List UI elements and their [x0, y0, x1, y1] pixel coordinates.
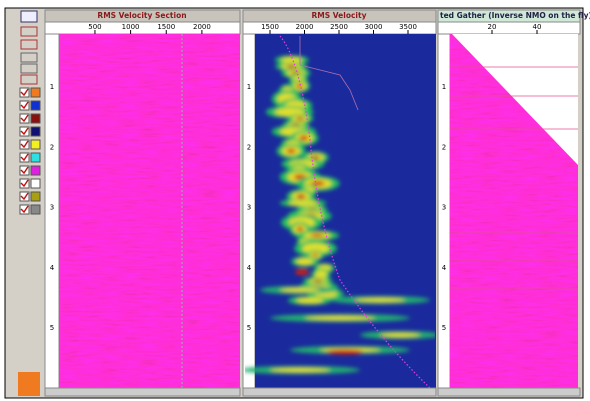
y-tick-label: 3 — [247, 204, 251, 212]
scrollbar[interactable] — [438, 388, 580, 396]
y-tick-label: 5 — [442, 324, 446, 332]
color-swatch[interactable] — [31, 114, 40, 123]
tool-button[interactable] — [21, 53, 37, 62]
streak — [305, 316, 375, 320]
blob — [289, 200, 318, 205]
x-tick-label: 1500 — [261, 23, 279, 31]
color-block[interactable] — [18, 372, 40, 396]
color-swatch[interactable] — [31, 192, 40, 201]
y-tick-label: 5 — [247, 324, 251, 332]
blob — [310, 234, 324, 237]
y-tick-label: 1 — [50, 83, 54, 91]
blob — [297, 194, 306, 199]
color-swatch[interactable] — [31, 127, 40, 136]
x-tick-label: 1500 — [157, 23, 175, 31]
tool-button[interactable] — [21, 11, 37, 22]
blob — [296, 117, 304, 120]
scrollbar[interactable] — [45, 388, 240, 396]
panel-title: RMS Velocity — [312, 11, 367, 20]
blob — [312, 253, 318, 256]
y-tick-label: 3 — [50, 204, 54, 212]
seismic-section — [59, 34, 240, 388]
y-tick-label: 4 — [50, 264, 55, 272]
x-tick-label: 2000 — [296, 23, 314, 31]
color-swatch[interactable] — [31, 153, 40, 162]
tool-button[interactable] — [21, 40, 37, 49]
blob — [295, 269, 309, 275]
scrollbar[interactable] — [243, 388, 436, 396]
panel-title: RMS Velocity Section — [97, 11, 186, 20]
color-swatch[interactable] — [31, 101, 40, 110]
panel-title: ted Gather (Inverse NMO on the fly) # — [440, 11, 590, 20]
color-swatch[interactable] — [31, 88, 40, 97]
y-tick-label: 1 — [442, 83, 446, 91]
y-tick-label: 2 — [50, 143, 54, 151]
color-swatch[interactable] — [31, 205, 40, 214]
blob — [327, 350, 363, 355]
color-swatch[interactable] — [31, 140, 40, 149]
x-tick-label: 40 — [533, 23, 542, 31]
blob — [287, 149, 296, 154]
blob — [296, 258, 313, 264]
x-tick-label: 500 — [88, 23, 101, 31]
color-swatch[interactable] — [31, 179, 40, 188]
blob — [311, 181, 325, 186]
streak — [380, 333, 420, 337]
x-ruler — [438, 22, 580, 34]
y-tick-label: 2 — [247, 143, 251, 151]
x-tick-label: 2500 — [330, 23, 348, 31]
blob — [297, 227, 304, 232]
x-tick-label: 3000 — [365, 23, 383, 31]
streak — [270, 368, 330, 372]
x-tick-label: 20 — [488, 23, 497, 31]
app-window: RMS Velocity Section RMS Velocity ted Ga… — [0, 0, 590, 401]
screen: RMS Velocity Section RMS Velocity ted Ga… — [0, 0, 590, 401]
tool-button[interactable] — [21, 75, 37, 84]
y-tick-label: 2 — [442, 143, 446, 151]
x-tick-label: 1000 — [122, 23, 140, 31]
blob — [296, 298, 324, 303]
tool-button[interactable] — [21, 64, 37, 73]
y-tick-label: 4 — [247, 264, 252, 272]
streak — [280, 288, 320, 292]
tool-button[interactable] — [21, 27, 37, 36]
blob — [286, 65, 296, 68]
x-tick-label: 2000 — [193, 23, 211, 31]
y-tick-label: 5 — [50, 324, 54, 332]
streak — [355, 298, 405, 302]
y-tick-label: 4 — [442, 264, 447, 272]
blob — [300, 136, 309, 141]
color-swatch[interactable] — [31, 166, 40, 175]
x-tick-label: 3500 — [399, 23, 417, 31]
y-tick-label: 3 — [442, 204, 446, 212]
blob — [296, 84, 303, 88]
y-tick-label: 1 — [247, 83, 251, 91]
